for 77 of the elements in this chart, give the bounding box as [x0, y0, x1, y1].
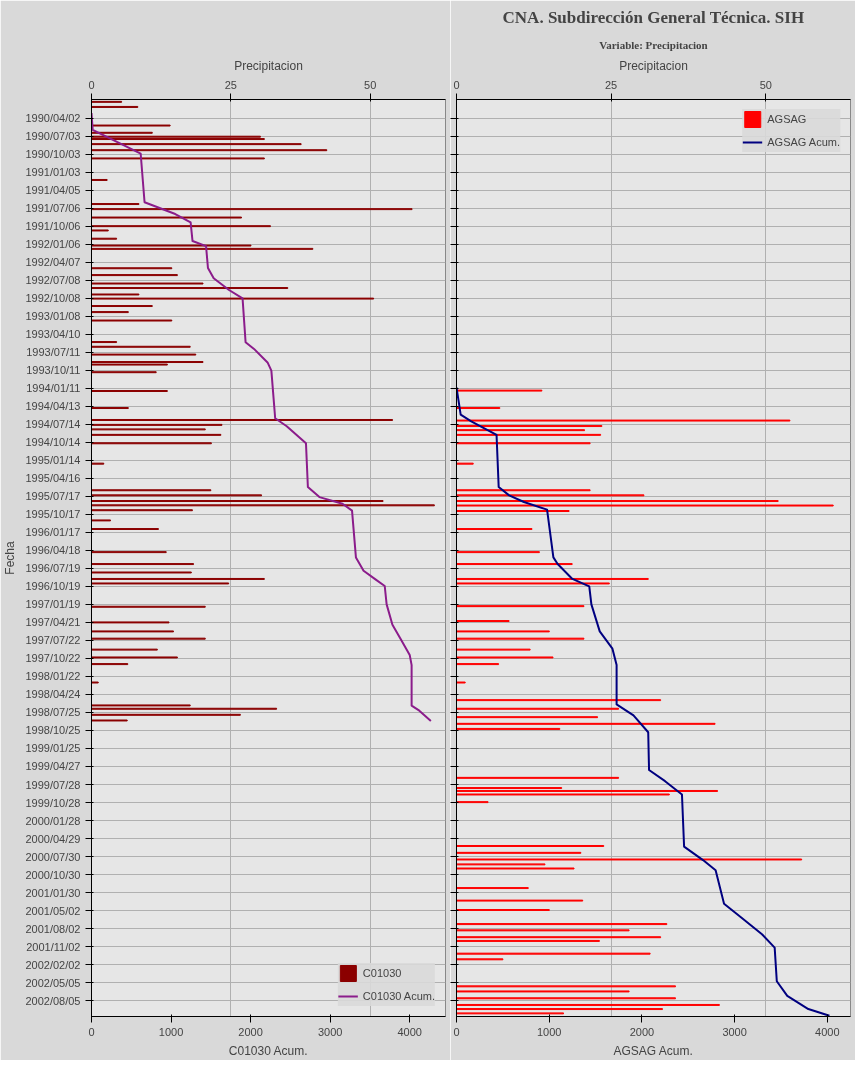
x2-tick-label: 4000: [397, 1025, 422, 1038]
y-tick-label: 1995/07/17: [25, 490, 81, 503]
y-tick-label: 1998/04/24: [25, 688, 81, 701]
y-tick-label: 2001/05/02: [25, 904, 81, 917]
y-tick-label: 1999/10/28: [25, 796, 81, 809]
y-tick-label: 1999/07/28: [25, 778, 81, 791]
y-tick-label: 1998/10/25: [25, 724, 81, 737]
y-tick-label: 1998/01/22: [25, 670, 81, 683]
x2-tick-label: 4000: [815, 1025, 840, 1038]
y-tick-label: 2000/01/28: [25, 814, 81, 827]
y-tick-label: 1994/04/13: [25, 400, 81, 413]
y-tick-label: 1992/04/07: [25, 256, 81, 269]
y-tick-label: 1991/10/06: [25, 220, 81, 233]
y-tick-label: 1997/04/21: [25, 616, 81, 629]
x-axis-title: Precipitacion: [234, 58, 303, 73]
y-tick-label: 2002/05/05: [25, 976, 81, 989]
y-tick-label: 1990/04/02: [25, 112, 81, 125]
y-tick-label: 1991/04/05: [25, 184, 81, 197]
x2-tick-label: 0: [88, 1025, 95, 1038]
chart-title: CNA. Subdirección General Técnica. SIH: [502, 7, 805, 27]
legend-label: C01030 Acum.: [362, 990, 435, 1002]
x-tick-label: 25: [605, 78, 618, 91]
x-tick-label: 0: [88, 78, 95, 91]
y-tick-label: 1995/10/17: [25, 508, 81, 521]
y-tick-label: 1996/10/19: [25, 580, 81, 593]
x-tick-label: 50: [364, 78, 377, 91]
y-tick-label: 1992/07/08: [25, 274, 81, 287]
y-tick-label: 2000/10/30: [25, 868, 81, 881]
x-tick-label: 50: [759, 78, 772, 91]
y-tick-label: 1998/07/25: [25, 706, 81, 719]
x-axis-title: Precipitacion: [619, 58, 688, 73]
y-tick-label: 1995/04/16: [25, 472, 81, 485]
y-tick-label: 1997/01/19: [25, 598, 81, 611]
chart-subtitle: Variable: Precipitacion: [599, 38, 708, 51]
legend-label: C01030: [362, 967, 402, 979]
x2-tick-label: 1000: [158, 1025, 184, 1038]
x-tick-label: 0: [453, 78, 460, 91]
y-tick-label: 2001/01/30: [25, 886, 81, 899]
y-tick-label: 1990/07/03: [25, 130, 81, 143]
legend-label: AGSAG Acum.: [767, 136, 840, 148]
y-tick-label: 1990/10/03: [25, 148, 81, 161]
y-tick-label: 1997/10/22: [25, 652, 81, 665]
x-tick-label: 25: [224, 78, 237, 91]
y-tick-label: 1993/07/11: [26, 346, 81, 359]
y-tick-label: 2000/04/29: [25, 832, 81, 845]
y-tick-label: 1999/01/25: [25, 742, 81, 755]
y-tick-label: 2002/08/05: [25, 994, 81, 1007]
y-tick-label: 1996/07/19: [25, 562, 81, 575]
x2-tick-label: 3000: [722, 1025, 747, 1038]
y-tick-label: 1992/10/08: [25, 292, 81, 305]
y-tick-label: 1993/04/10: [25, 328, 81, 341]
legend-label: AGSAG: [767, 113, 807, 125]
y-tick-label: 1996/04/18: [25, 544, 81, 557]
y-tick-label: 1996/01/17: [25, 526, 81, 539]
y-tick-label: 2000/07/30: [25, 850, 81, 863]
x2-tick-label: 0: [453, 1025, 460, 1038]
y-tick-label: 1997/07/22: [25, 634, 81, 647]
y-tick-label: 1995/01/14: [25, 454, 81, 467]
y-tick-label: 1994/01/11: [26, 382, 81, 395]
y-tick-label: 1993/10/11: [26, 364, 81, 377]
x2-axis-title: C01030 Acum.: [228, 1043, 308, 1058]
y-axis-title: Fecha: [3, 541, 18, 575]
y-tick-label: 2002/02/02: [25, 958, 81, 971]
x2-tick-label: 3000: [317, 1025, 343, 1038]
x2-tick-label: 2000: [629, 1025, 655, 1038]
y-tick-label: 1994/10/14: [25, 436, 81, 449]
y-tick-label: 1994/07/14: [25, 418, 81, 431]
y-tick-label: 1991/07/06: [25, 202, 81, 215]
x2-tick-label: 2000: [238, 1025, 263, 1038]
y-tick-label: 1999/04/27: [25, 760, 81, 773]
y-tick-label: 1993/01/08: [25, 310, 81, 323]
y-tick-label: 1992/01/06: [25, 238, 81, 251]
y-tick-label: 2001/08/02: [25, 922, 81, 935]
y-tick-label: 1991/01/03: [25, 166, 81, 179]
x2-axis-title: AGSAG Acum.: [613, 1043, 693, 1058]
y-tick-label: 2001/11/02: [26, 940, 81, 953]
x2-tick-label: 1000: [536, 1025, 562, 1038]
